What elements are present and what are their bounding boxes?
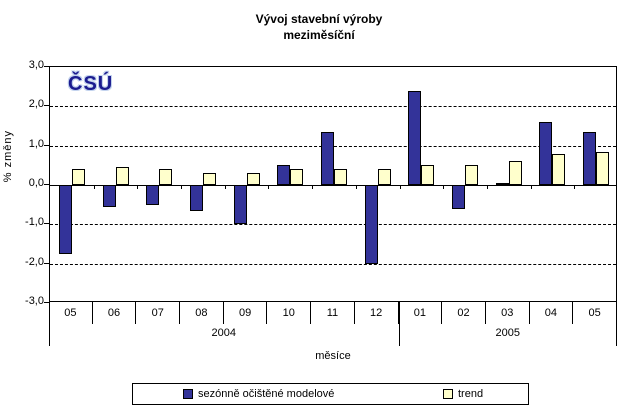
- zero-axis-tick: [181, 185, 182, 189]
- bar-trend-01: [421, 165, 434, 185]
- y-tick-label: 1,0: [28, 138, 44, 150]
- bar-seasonal-01: [408, 91, 421, 185]
- month-cell-05: 05: [49, 302, 93, 324]
- bar-trend-02: [465, 165, 478, 185]
- zero-axis-tick: [443, 185, 444, 189]
- y-axis-title: % změny: [2, 130, 14, 183]
- legend-item-seasonal: sezónně očištěné modelové: [183, 384, 334, 404]
- y-tick-label: 3,0: [28, 59, 44, 71]
- month-cell-08: 08: [180, 302, 224, 324]
- legend-box: sezónně očištěné modelové trend: [132, 383, 529, 405]
- gridline: [50, 263, 616, 265]
- bar-trend-08: [203, 173, 216, 185]
- zero-axis-tick: [312, 185, 313, 189]
- bar-seasonal-04: [539, 122, 552, 185]
- bar-trend-12: [378, 169, 391, 185]
- bar-trend-04: [552, 154, 565, 185]
- zero-axis-tick: [94, 185, 95, 189]
- zero-axis-tick: [268, 185, 269, 189]
- month-cell-07: 07: [136, 302, 181, 324]
- bar-trend-10: [290, 169, 303, 185]
- y-tick-mark: [44, 145, 49, 146]
- month-cell-09: 09: [224, 302, 268, 324]
- gridline: [50, 106, 616, 108]
- y-tick-mark: [44, 66, 49, 67]
- month-cell-01: 01: [399, 302, 443, 324]
- bar-seasonal-05: [59, 185, 72, 254]
- bar-seasonal-08: [190, 185, 203, 211]
- bar-trend-05: [596, 152, 609, 185]
- zero-axis-tick: [574, 185, 575, 189]
- month-cell-04: 04: [530, 302, 574, 324]
- y-tick-mark: [44, 184, 49, 185]
- y-tick-label: 2,0: [28, 98, 44, 110]
- gridline: [50, 224, 616, 226]
- bar-trend-06: [116, 167, 129, 185]
- bar-seasonal-10: [277, 165, 290, 185]
- year-divider: [49, 302, 50, 346]
- csu-logo: ČSÚ: [68, 73, 114, 95]
- bar-seasonal-11: [321, 132, 334, 185]
- year-cell-2005: 2005: [495, 327, 520, 339]
- zero-line: [50, 185, 616, 186]
- y-tick-label: -2,0: [25, 256, 44, 268]
- zero-axis-tick: [356, 185, 357, 189]
- y-tick-label: 0,0: [28, 177, 44, 189]
- y-tick-mark: [44, 302, 49, 303]
- y-tick-label: -1,0: [25, 216, 44, 228]
- year-cell-2004: 2004: [211, 327, 236, 339]
- legend-item-trend: trend: [443, 384, 483, 404]
- zero-axis-tick: [225, 185, 226, 189]
- bar-seasonal-02: [452, 185, 465, 209]
- month-cell-05: 05: [573, 302, 617, 324]
- zero-axis-tick: [531, 185, 532, 189]
- month-cell-06: 06: [93, 302, 137, 324]
- month-axis: 05 06 07 08 09 10 11 12 01 02 03 04 05: [49, 302, 617, 324]
- legend-label-seasonal: sezónně očištěné modelové: [198, 388, 335, 400]
- bar-trend-05: [72, 169, 85, 185]
- bar-trend-07: [159, 169, 172, 185]
- zero-axis-tick: [137, 185, 138, 189]
- bar-trend-03: [509, 161, 522, 185]
- y-tick-label: -3,0: [25, 295, 44, 307]
- chart-title-line2: meziměsíční: [283, 28, 355, 42]
- month-cell-10: 10: [267, 302, 312, 324]
- year-axis: 2004 2005: [49, 324, 617, 345]
- plot-area: ČSÚ: [49, 66, 617, 302]
- year-divider: [616, 302, 617, 346]
- bar-trend-09: [247, 173, 260, 185]
- bar-seasonal-12: [365, 185, 378, 264]
- month-cell-03: 03: [486, 302, 530, 324]
- bar-seasonal-06: [103, 185, 116, 207]
- month-cell-02: 02: [442, 302, 486, 324]
- bar-seasonal-07: [146, 185, 159, 205]
- zero-axis-tick: [400, 185, 401, 189]
- y-tick-mark: [44, 263, 49, 264]
- legend-label-trend: trend: [458, 388, 484, 400]
- chart-title-line1: Vývoj stavební výroby: [255, 12, 383, 26]
- trend-series-swatch: [443, 389, 453, 399]
- y-tick-mark: [44, 105, 49, 106]
- year-divider: [399, 302, 400, 346]
- zero-axis-tick: [487, 185, 488, 189]
- bar-trend-11: [334, 169, 347, 185]
- bar-seasonal-03: [496, 183, 509, 185]
- seasonal-series-swatch: [183, 389, 193, 399]
- month-cell-12: 12: [355, 302, 399, 324]
- x-axis-title: měsíce: [315, 350, 351, 362]
- y-tick-mark: [44, 223, 49, 224]
- month-cell-11: 11: [311, 302, 355, 324]
- bar-seasonal-05: [583, 132, 596, 185]
- bar-seasonal-09: [234, 185, 247, 224]
